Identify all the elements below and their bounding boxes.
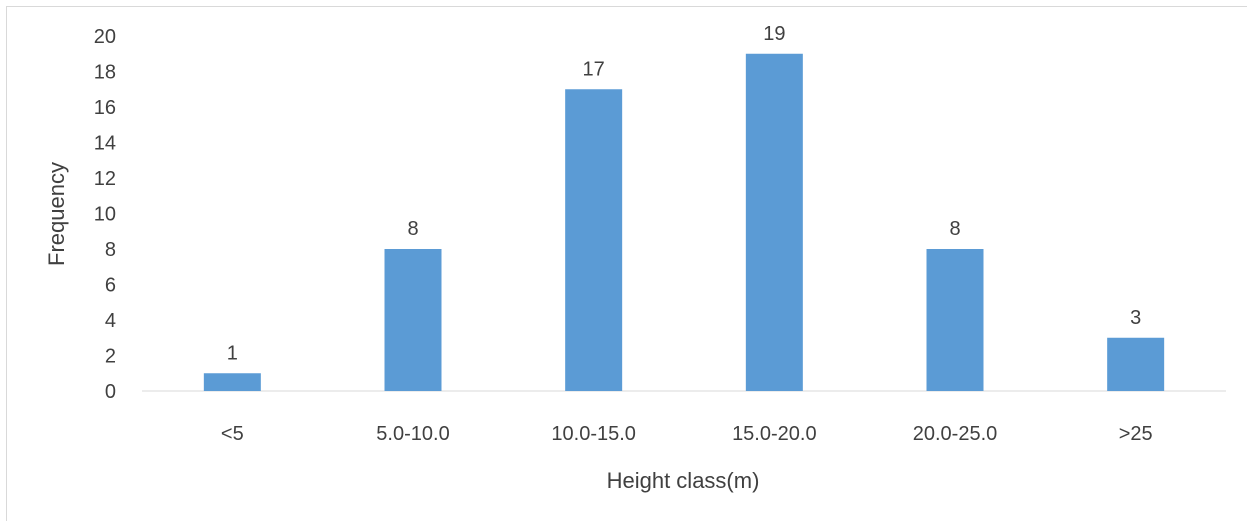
data-label: 8 bbox=[949, 218, 960, 240]
x-category-label: <5 bbox=[221, 423, 244, 445]
y-tick-label: 6 bbox=[105, 275, 116, 297]
data-label: 17 bbox=[583, 58, 605, 80]
x-category-label: >25 bbox=[1119, 423, 1153, 445]
data-label: 1 bbox=[227, 342, 238, 364]
y-tick-label: 4 bbox=[105, 310, 116, 332]
x-axis-categories: <5 5.0-10.0 10.0-15.0 15.0-20.0 20.0-25.0 >25 bbox=[221, 423, 1153, 445]
data-label: 8 bbox=[407, 218, 418, 240]
x-category-label: 10.0-15.0 bbox=[551, 423, 636, 445]
y-tick-label: 18 bbox=[94, 62, 116, 84]
y-tick-label: 0 bbox=[105, 381, 116, 403]
y-axis-ticks: 0 2 4 6 8 10 12 14 16 18 20 bbox=[94, 26, 116, 403]
x-axis-title: Height class(m) bbox=[607, 468, 760, 493]
y-tick-label: 16 bbox=[94, 97, 116, 119]
bar bbox=[745, 53, 803, 391]
y-tick-label: 12 bbox=[94, 168, 116, 190]
y-tick-label: 8 bbox=[105, 239, 116, 261]
x-category-label: 5.0-10.0 bbox=[376, 423, 449, 445]
y-tick-label: 2 bbox=[105, 346, 116, 368]
y-tick-label: 10 bbox=[94, 204, 116, 226]
x-category-label: 20.0-25.0 bbox=[913, 423, 998, 445]
bar bbox=[384, 249, 442, 391]
bar bbox=[565, 89, 623, 391]
chart-frame bbox=[6, 6, 1247, 521]
data-label: 3 bbox=[1130, 307, 1141, 329]
x-category-label: 15.0-20.0 bbox=[732, 423, 817, 445]
bar bbox=[1107, 337, 1165, 391]
bars bbox=[203, 53, 1165, 391]
data-labels: 1 8 17 19 8 3 bbox=[227, 23, 1141, 365]
bar bbox=[203, 373, 261, 391]
bar bbox=[926, 249, 984, 391]
data-label: 19 bbox=[763, 23, 785, 45]
y-tick-label: 20 bbox=[94, 26, 116, 48]
y-axis-title: Frequency bbox=[44, 162, 69, 266]
y-tick-label: 14 bbox=[94, 133, 116, 155]
